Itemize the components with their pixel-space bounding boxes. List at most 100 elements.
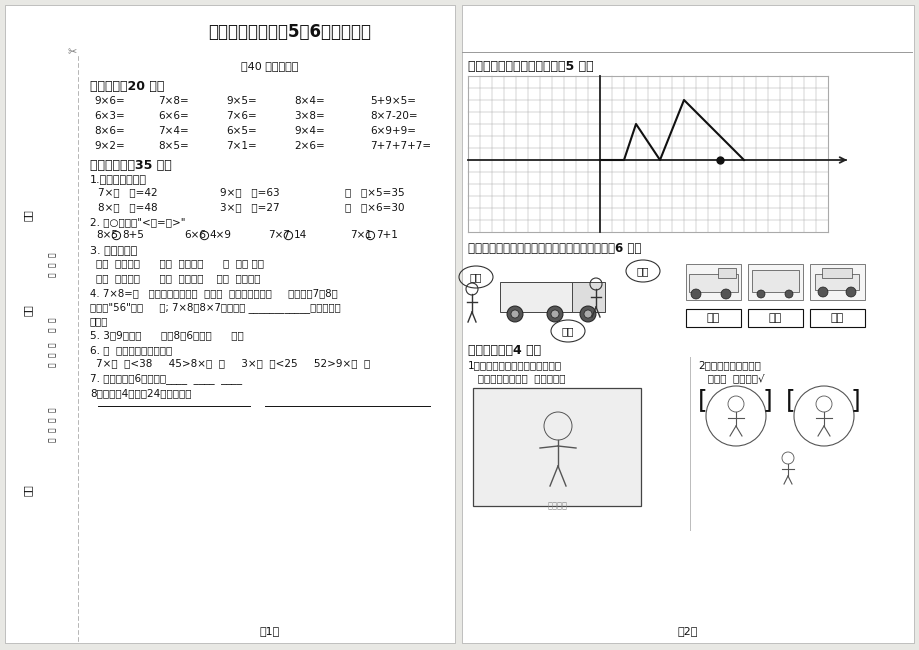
Text: 8+5: 8+5 bbox=[121, 230, 143, 240]
Text: 4. 7×8=（   ），可以表示求（  ）个（  ）连加的和是（     ），其中7和8是: 4. 7×8=（ ），可以表示求（ ）个（ ）连加的和是（ ），其中7和8是 bbox=[90, 288, 337, 298]
Text: 7×（  ）<38     45>8×（  ）     3×（  ）<25     52>9×（  ）: 7×（ ）<38 45>8×（ ） 3×（ ）<25 52>9×（ ） bbox=[96, 358, 369, 368]
Text: 学校: 学校 bbox=[23, 484, 33, 496]
Text: 8×（   ）=48: 8×（ ）=48 bbox=[98, 202, 157, 212]
Text: 1.按要求补充算式: 1.按要求补充算式 bbox=[90, 174, 147, 184]
Text: 第2页: 第2页 bbox=[677, 626, 698, 636]
Circle shape bbox=[690, 289, 700, 299]
Text: 9×5=: 9×5= bbox=[226, 96, 256, 106]
Text: 6×6=: 6×6= bbox=[158, 111, 188, 121]
Text: 五、照镜子（4 分）: 五、照镜子（4 分） bbox=[468, 344, 540, 357]
Text: 9×（   ）=63: 9×（ ）=63 bbox=[220, 187, 279, 197]
Text: 2. 在○里填上"<、=、>": 2. 在○里填上"<、=、>" bbox=[90, 217, 186, 227]
Text: 8×6=: 8×6= bbox=[94, 126, 125, 136]
Text: 9×6=: 9×6= bbox=[94, 96, 125, 106]
Text: 7×8=: 7×8= bbox=[158, 96, 188, 106]
Text: 一、口算（20 分）: 一、口算（20 分） bbox=[90, 80, 165, 93]
Text: 6. （  ）里面最大能填几？: 6. （ ）里面最大能填几？ bbox=[90, 345, 172, 355]
Text: （   ）×5=35: （ ）×5=35 bbox=[345, 187, 404, 197]
Text: 第1页: 第1页 bbox=[259, 626, 279, 636]
Text: 李林: 李林 bbox=[470, 272, 482, 282]
Text: 姓名: 姓名 bbox=[23, 209, 33, 221]
Text: 学: 学 bbox=[48, 318, 56, 322]
Text: 求积。: 求积。 bbox=[90, 316, 108, 326]
Text: 7×1=: 7×1= bbox=[226, 141, 256, 151]
Text: 张军: 张军 bbox=[830, 313, 843, 323]
Text: 高: 高 bbox=[48, 408, 56, 412]
FancyBboxPatch shape bbox=[461, 5, 913, 643]
Text: 5+9×5=: 5+9×5= bbox=[369, 96, 415, 106]
FancyBboxPatch shape bbox=[814, 274, 858, 290]
Circle shape bbox=[584, 310, 591, 318]
Text: 8×5: 8×5 bbox=[96, 230, 118, 240]
Text: 镜中女孩: 镜中女孩 bbox=[548, 501, 567, 510]
Text: 3×8=: 3×8= bbox=[294, 111, 324, 121]
Circle shape bbox=[845, 287, 855, 297]
Circle shape bbox=[784, 290, 792, 298]
Text: 书: 书 bbox=[48, 263, 56, 267]
FancyBboxPatch shape bbox=[747, 309, 802, 327]
Text: 号: 号 bbox=[48, 328, 56, 332]
Text: ]: ] bbox=[762, 388, 772, 412]
Text: 位: 位 bbox=[48, 353, 56, 358]
Text: 李林: 李林 bbox=[706, 313, 719, 323]
Text: （40 分钟完成）: （40 分钟完成） bbox=[241, 61, 299, 71]
Text: 9×4=: 9×4= bbox=[294, 126, 324, 136]
Text: 王兰: 王兰 bbox=[767, 313, 781, 323]
FancyBboxPatch shape bbox=[809, 309, 864, 327]
Text: 班级: 班级 bbox=[23, 304, 33, 316]
Text: 七（  ）五十六      三（  ）二十四      （  ）九 十八: 七（ ）五十六 三（ ）二十四 （ ）九 十八 bbox=[96, 258, 264, 268]
FancyBboxPatch shape bbox=[688, 274, 737, 292]
Text: 王兰: 王兰 bbox=[562, 326, 573, 336]
Text: 图: 图 bbox=[48, 253, 56, 257]
FancyBboxPatch shape bbox=[5, 5, 455, 643]
FancyBboxPatch shape bbox=[747, 264, 802, 300]
Text: ✂: ✂ bbox=[67, 47, 76, 57]
Circle shape bbox=[720, 289, 731, 299]
Text: 序: 序 bbox=[48, 428, 56, 432]
Text: 6×9+9=: 6×9+9= bbox=[369, 126, 415, 136]
Text: 小学二年级数学第5、6单元测试题: 小学二年级数学第5、6单元测试题 bbox=[209, 23, 371, 41]
Text: 7×（   ）=42: 7×（ ）=42 bbox=[98, 187, 157, 197]
Text: 四、三个小朋友分别看到了什么，请连一连。（6 分）: 四、三个小朋友分别看到了什么，请连一连。（6 分） bbox=[468, 242, 641, 255]
Text: 14: 14 bbox=[293, 230, 307, 240]
Text: （   ）×6=30: （ ）×6=30 bbox=[345, 202, 404, 212]
Text: 照镜子的女孩是（  ）手拿书。: 照镜子的女孩是（ ）手拿书。 bbox=[468, 373, 565, 383]
Text: 角: 角 bbox=[48, 273, 56, 278]
Text: 三、按照对称轴画出另一半（5 分）: 三、按照对称轴画出另一半（5 分） bbox=[468, 60, 593, 73]
Text: 7. 请你写几个6的倍数：____  ____  ____: 7. 请你写几个6的倍数：____ ____ ____ bbox=[90, 373, 242, 384]
Circle shape bbox=[756, 290, 765, 298]
Text: 五（  ）三十五      八（  ）六十四    六（  ）五十四: 五（ ）三十五 八（ ）六十四 六（ ）五十四 bbox=[96, 273, 260, 283]
Text: 号: 号 bbox=[48, 437, 56, 442]
Text: 7×7: 7×7 bbox=[267, 230, 289, 240]
Text: 张军: 张军 bbox=[636, 266, 649, 276]
Circle shape bbox=[579, 306, 596, 322]
FancyBboxPatch shape bbox=[686, 264, 740, 300]
Text: 7+7+7+7=: 7+7+7+7= bbox=[369, 141, 431, 151]
Text: 号: 号 bbox=[48, 363, 56, 367]
Text: 8×4=: 8×4= bbox=[294, 96, 324, 106]
Text: 因数，"56"是（     ）; 7×8和8×7都可以用 ____________这句口诀来: 因数，"56"是（ ）; 7×8和8×7都可以用 ____________这句口… bbox=[90, 302, 340, 313]
Text: [: [ bbox=[698, 388, 707, 412]
FancyBboxPatch shape bbox=[570, 282, 605, 312]
Text: 座: 座 bbox=[48, 343, 56, 347]
Text: 3×（   ）=27: 3×（ ）=27 bbox=[220, 202, 279, 212]
Text: 7+1: 7+1 bbox=[376, 230, 397, 240]
Text: [: [ bbox=[785, 388, 795, 412]
Text: 7×6=: 7×6= bbox=[226, 111, 256, 121]
FancyBboxPatch shape bbox=[821, 268, 851, 278]
Text: ]: ] bbox=[850, 388, 860, 412]
FancyBboxPatch shape bbox=[751, 270, 798, 292]
Text: 4×9: 4×9 bbox=[210, 230, 232, 240]
Text: 3. 看谁填得对: 3. 看谁填得对 bbox=[90, 245, 137, 255]
Text: 8×7-20=: 8×7-20= bbox=[369, 111, 417, 121]
Text: 6×3=: 6×3= bbox=[94, 111, 125, 121]
Text: 8×5=: 8×5= bbox=[158, 141, 188, 151]
FancyBboxPatch shape bbox=[499, 282, 572, 312]
Circle shape bbox=[510, 310, 518, 318]
Text: 6×6: 6×6 bbox=[184, 230, 206, 240]
Text: 2×6=: 2×6= bbox=[294, 141, 324, 151]
Text: 1、下图是镜子里面的女孩，那么: 1、下图是镜子里面的女孩，那么 bbox=[468, 360, 562, 370]
Text: 9×2=: 9×2= bbox=[94, 141, 125, 151]
Circle shape bbox=[547, 306, 562, 322]
Text: 请在（  ）里面画√: 请在（ ）里面画√ bbox=[698, 373, 764, 383]
